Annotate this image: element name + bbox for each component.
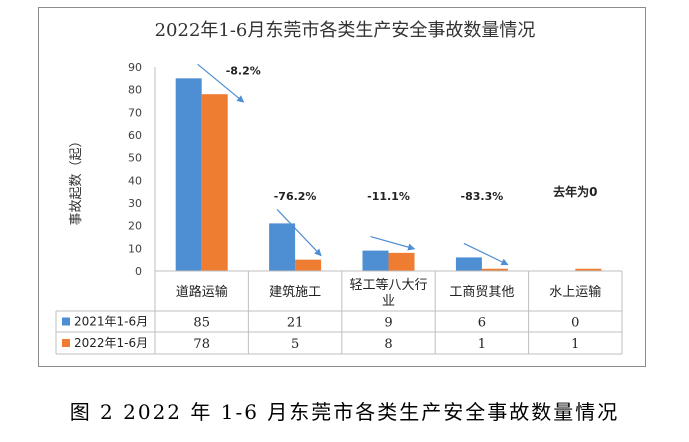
category-label: 建筑施工 — [269, 284, 321, 300]
change-annotation: -83.3% — [461, 190, 504, 203]
y-tick-label: 90 — [128, 61, 142, 74]
y-tick-label: 20 — [128, 220, 142, 233]
table-value: 1 — [478, 337, 486, 352]
y-tick-label: 0 — [135, 265, 142, 278]
category-label: 轻工等八大行业 — [349, 277, 427, 309]
bar-series2 — [388, 252, 415, 271]
bar-chart: 2022年1-6月东莞市各类生产安全事故数量情况 事故起数（起） 0102030… — [55, 20, 623, 355]
change-arrow — [463, 242, 509, 266]
change-arrow — [276, 208, 322, 257]
y-tick-label: 10 — [128, 242, 142, 255]
category-label: 工商贸其他 — [449, 285, 514, 300]
table-value: 0 — [571, 316, 579, 331]
legend-label: 2021年1-6月 — [74, 315, 148, 329]
y-tick-label: 30 — [128, 197, 142, 210]
y-tick-label: 40 — [128, 174, 142, 187]
table-value: 6 — [478, 316, 486, 331]
y-tick-label: 60 — [128, 129, 142, 142]
bar-series2 — [201, 94, 228, 271]
legend-swatch — [62, 339, 70, 347]
change-arrow — [197, 63, 245, 103]
bar-series2 — [295, 259, 322, 271]
chart-frame — [38, 7, 646, 367]
table-value: 8 — [384, 337, 392, 352]
bar-series2 — [481, 268, 508, 271]
change-annotation: -11.1% — [367, 190, 410, 203]
table-value: 85 — [193, 316, 210, 331]
category-label: 道路运输 — [176, 284, 228, 300]
change-annotation: -76.2% — [274, 190, 317, 203]
bar-series1 — [269, 223, 296, 271]
table-value: 9 — [384, 316, 392, 331]
figure-caption: 图 2 2022 年 1-6 月东莞市各类生产安全事故数量情况 — [69, 400, 620, 424]
table-value: 1 — [571, 337, 579, 352]
y-axis-label: 事故起数（起） — [69, 134, 84, 225]
table-value: 21 — [287, 316, 304, 331]
chart-title: 2022年1-6月东莞市各类生产安全事故数量情况 — [155, 20, 536, 41]
bar-series1 — [455, 257, 482, 271]
y-tick-label: 50 — [128, 152, 142, 165]
change-annotation: -8.2% — [226, 64, 261, 77]
change-annotation: 去年为0 — [553, 184, 597, 199]
bar-series1 — [362, 250, 389, 271]
legend-swatch — [62, 317, 70, 326]
table-value: 5 — [291, 337, 299, 352]
y-tick-label: 80 — [128, 84, 142, 97]
y-tick-label: 70 — [128, 106, 142, 119]
bar-series1 — [175, 78, 202, 271]
legend-label: 2022年1-6月 — [74, 336, 148, 350]
category-label: 水上运输 — [549, 284, 601, 300]
bar-series2 — [575, 268, 602, 271]
table-value: 78 — [193, 337, 210, 352]
change-arrow — [370, 236, 416, 251]
